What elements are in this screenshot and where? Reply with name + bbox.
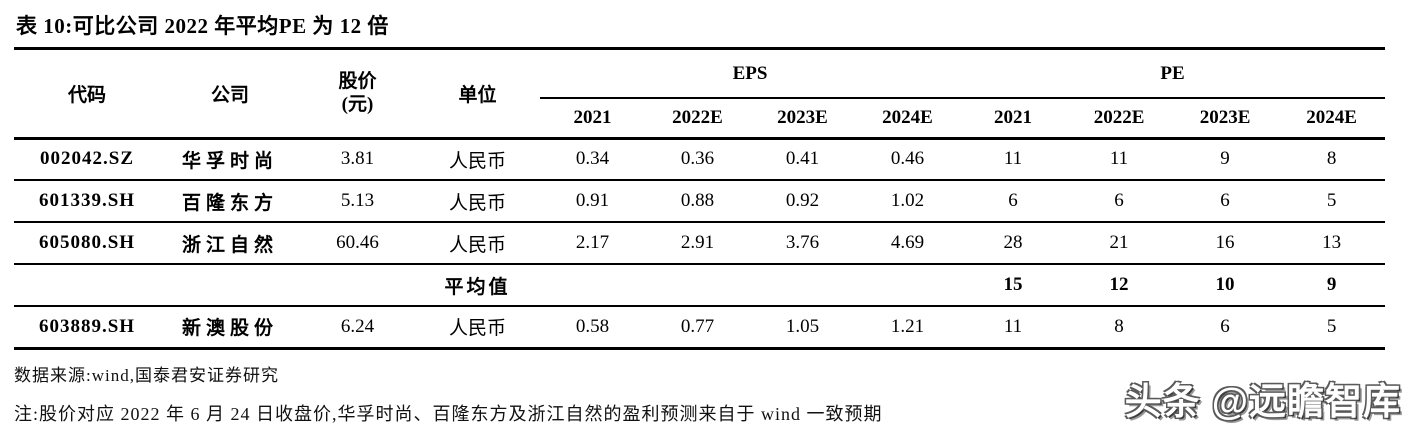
cell-eps-2024e: 0.46	[855, 138, 961, 181]
cell-pe-2023e: 6	[1172, 306, 1279, 350]
cell-eps-2022e: 0.36	[645, 138, 750, 181]
table-footer: 数据来源:wind,国泰君安证券研究 注:股价对应 2022 年 6 月 24 …	[14, 361, 1393, 426]
cell-eps-2023e	[750, 264, 855, 307]
cell-price	[300, 264, 415, 307]
cell-company: 新澳股份	[160, 306, 300, 350]
table-row-huafu: 002042.SZ 华孚时尚 3.81 人民币 0.34 0.36 0.41 0…	[14, 138, 1386, 181]
table-row-bailong: 601339.SH 百隆东方 5.13 人民币 0.91 0.88 0.92 1…	[14, 180, 1386, 223]
col-header-company: 公司	[160, 50, 300, 140]
cell-average-label: 平均值	[415, 264, 540, 307]
cell-company	[160, 264, 300, 307]
cell-pe-2023e: 6	[1172, 180, 1279, 223]
cell-code: 603889.SH	[14, 306, 160, 350]
cell-pe-2022e: 6	[1066, 180, 1173, 223]
table-row-average: 平均值 15 12 10 9	[14, 264, 1386, 307]
col-header-eps-2023e: 2023E	[750, 98, 855, 140]
cell-pe-2021: 11	[960, 306, 1067, 350]
cell-code: 605080.SH	[14, 222, 160, 265]
cell-eps-2022e: 2.91	[645, 222, 750, 265]
cell-pe-2022e: 11	[1066, 138, 1173, 181]
cell-pe-2021: 15	[960, 264, 1067, 307]
cell-company: 百隆东方	[160, 180, 300, 223]
cell-price: 5.13	[300, 180, 415, 223]
cell-eps-2023e: 1.05	[750, 306, 855, 350]
cell-eps-2021: 0.91	[540, 180, 645, 223]
cell-eps-2021: 0.58	[540, 306, 645, 350]
cell-pe-2024e: 13	[1278, 222, 1386, 265]
col-header-eps-2024e: 2024E	[855, 98, 961, 140]
col-group-eps: EPS	[540, 50, 961, 99]
cell-eps-2023e: 0.41	[750, 138, 855, 181]
cell-code	[14, 264, 160, 307]
cell-pe-2021: 11	[960, 138, 1067, 181]
cell-pe-2023e: 16	[1172, 222, 1279, 265]
col-header-code: 代码	[14, 50, 160, 140]
data-source-text: 数据来源:wind,国泰君安证券研究	[14, 365, 279, 385]
col-header-price-line2: (元)	[341, 94, 374, 116]
cell-pe-2024e: 5	[1278, 180, 1386, 223]
cell-eps-2022e: 0.77	[645, 306, 750, 350]
col-header-price: 股价 (元)	[300, 50, 415, 140]
cell-eps-2023e: 3.76	[750, 222, 855, 265]
cell-eps-2024e: 4.69	[855, 222, 961, 265]
header-year-row: 2021 2022E 2023E 2024E 2021 2022E 2023E …	[14, 98, 1386, 140]
cell-unit: 人民币	[415, 138, 540, 181]
cell-price: 3.81	[300, 138, 415, 181]
cell-pe-2021: 28	[960, 222, 1067, 265]
cell-price: 60.46	[300, 222, 415, 265]
footnote-text: 注:股价对应 2022 年 6 月 24 日收盘价,华孚时尚、百隆东方及浙江自然…	[14, 403, 883, 424]
table-row-zhejiang: 605080.SH 浙江自然 60.46 人民币 2.17 2.91 3.76 …	[14, 222, 1386, 265]
cell-code: 002042.SZ	[14, 138, 160, 181]
col-group-pe: PE	[960, 50, 1386, 99]
cell-pe-2022e: 21	[1066, 222, 1173, 265]
cell-eps-2021: 0.34	[540, 138, 645, 181]
cell-pe-2024e: 8	[1278, 138, 1386, 181]
cell-unit: 人民币	[415, 306, 540, 350]
cell-company: 华孚时尚	[160, 138, 300, 181]
cell-pe-2024e: 5	[1278, 306, 1386, 350]
comparable-companies-table: 代码 公司 股价 (元) 单位 EPS PE 2021 2022E 2023E …	[14, 50, 1386, 350]
header-group-row: 代码 公司 股价 (元) 单位 EPS PE	[14, 50, 1386, 140]
page-title: 表 10:可比公司 2022 年平均PE 为 12 倍	[14, 8, 1385, 50]
col-header-pe-2024e: 2024E	[1278, 98, 1386, 140]
cell-eps-2024e: 1.02	[855, 180, 961, 223]
cell-eps-2024e	[855, 264, 961, 307]
cell-pe-2022e: 8	[1066, 306, 1173, 350]
cell-pe-2022e: 12	[1066, 264, 1173, 307]
cell-pe-2023e: 10	[1172, 264, 1279, 307]
col-header-pe-2022e: 2022E	[1066, 98, 1173, 140]
cell-eps-2022e: 0.88	[645, 180, 750, 223]
col-header-eps-2021: 2021	[540, 98, 645, 140]
cell-eps-2022e	[645, 264, 750, 307]
cell-eps-2023e: 0.92	[750, 180, 855, 223]
cell-eps-2024e: 1.21	[855, 306, 961, 350]
cell-price: 6.24	[300, 306, 415, 350]
cell-code: 601339.SH	[14, 180, 160, 223]
col-header-price-line1: 股价	[338, 70, 377, 92]
col-header-pe-2021: 2021	[960, 98, 1067, 140]
cell-unit: 人民币	[415, 222, 540, 265]
col-header-eps-2022e: 2022E	[645, 98, 750, 140]
col-header-pe-2023e: 2023E	[1172, 98, 1279, 140]
cell-pe-2024e: 9	[1278, 264, 1386, 307]
cell-pe-2021: 6	[960, 180, 1067, 223]
cell-company: 浙江自然	[160, 222, 300, 265]
table-row-xinao: 603889.SH 新澳股份 6.24 人民币 0.58 0.77 1.05 1…	[14, 306, 1386, 350]
cell-eps-2021: 2.17	[540, 222, 645, 265]
cell-pe-2023e: 9	[1172, 138, 1279, 181]
cell-eps-2021	[540, 264, 645, 307]
watermark-toutiao-yuanzhan: 头条 @远瞻智库	[1124, 381, 1401, 422]
cell-unit: 人民币	[415, 180, 540, 223]
col-header-unit: 单位	[415, 50, 540, 140]
